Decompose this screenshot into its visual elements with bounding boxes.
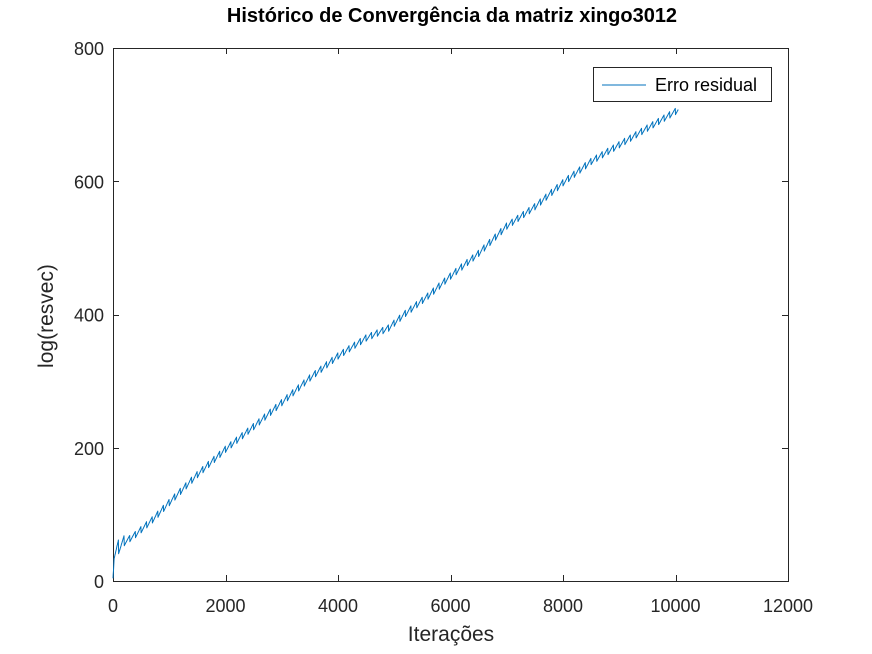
x-tick-label: 10000: [650, 596, 700, 616]
axis-ticks: 0 2000 4000 6000 8000 10000 12000 0 200 400 600 800: [74, 39, 813, 616]
chart-title: Histórico de Convergência da matriz xing…: [227, 5, 677, 27]
legend: Erro residual: [593, 67, 772, 102]
plot-area: [113, 48, 789, 582]
x-tick-label: 8000: [543, 596, 583, 616]
x-tick-label: 4000: [318, 596, 358, 616]
series-line-erro-residual: [112, 107, 679, 579]
x-tick-label: 12000: [763, 596, 813, 616]
x-tick-label: 6000: [430, 596, 470, 616]
legend-label: Erro residual: [655, 75, 757, 95]
y-tick-label: 600: [74, 172, 104, 192]
series-layer: [112, 107, 679, 579]
y-tick-label: 400: [74, 306, 104, 326]
y-axis-label: log(resvec): [35, 264, 58, 368]
x-tick-label: 2000: [205, 596, 245, 616]
y-tick-label: 0: [94, 572, 104, 592]
x-axis-label: Iterações: [408, 623, 494, 646]
y-tick-label: 200: [74, 439, 104, 459]
x-tick-label: 0: [108, 596, 118, 616]
y-tick-label: 800: [74, 39, 104, 59]
